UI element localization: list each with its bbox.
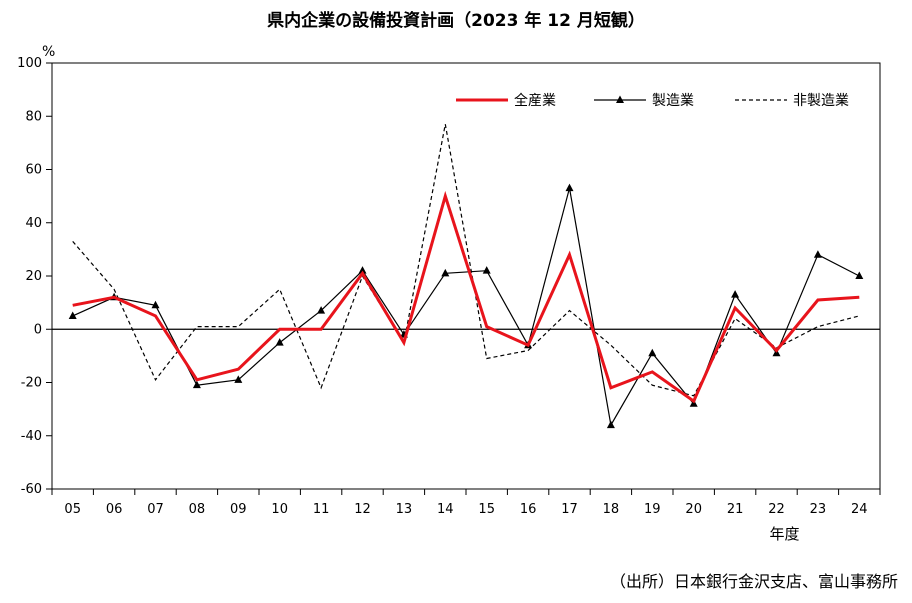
x-tick-label: 06 [106, 502, 123, 517]
data-point-製造業 [689, 399, 698, 407]
data-point-製造業 [648, 348, 657, 357]
data-point-製造業 [317, 306, 326, 314]
data-point-製造業 [68, 311, 77, 319]
x-tick-label: 14 [437, 502, 454, 517]
data-point-製造業 [358, 266, 367, 274]
x-tick-label: 08 [189, 502, 206, 517]
data-point-製造業 [275, 338, 284, 346]
data-point-製造業 [813, 250, 822, 258]
x-tick-label: 18 [603, 502, 620, 517]
y-tick-label: 40 [25, 216, 42, 231]
y-tick-label: -20 [21, 376, 42, 391]
x-tick-label: 21 [727, 502, 744, 517]
x-tick-label: 15 [478, 502, 495, 517]
y-tick-label: 80 [25, 109, 42, 124]
x-tick-label: 07 [147, 502, 164, 517]
data-point-製造業 [441, 268, 450, 277]
y-tick-label: 60 [25, 163, 42, 178]
data-point-製造業 [731, 290, 740, 298]
y-tick-label: -40 [21, 429, 42, 444]
x-tick-label: 20 [685, 502, 702, 517]
plot-frame [51, 62, 881, 490]
y-tick-label: 100 [17, 56, 42, 71]
x-tick-label: 23 [810, 502, 827, 517]
x-tick-label: 11 [313, 502, 330, 517]
x-tick-label: 16 [520, 502, 537, 517]
x-tick-label: 24 [851, 502, 868, 517]
chart-title: 県内企業の設備投資計画（2023 年 12 月短観） [267, 11, 645, 31]
x-tick-label: 22 [768, 502, 785, 517]
x-tick-label: 12 [354, 502, 371, 517]
data-point-製造業 [482, 266, 491, 274]
data-point-製造業 [855, 271, 864, 279]
legend-label-全産業: 全産業 [514, 92, 556, 109]
data-point-製造業 [192, 380, 201, 389]
x-tick-label: 19 [644, 502, 661, 517]
series-line-製造業 [72, 187, 860, 427]
y-axis-unit: % [42, 44, 55, 60]
legend-label-非製造業: 非製造業 [793, 93, 849, 109]
legend-marker-製造業 [616, 95, 624, 103]
x-tick-label: 17 [561, 502, 578, 517]
source-note: （出所）日本銀行金沢支店、富山事務所 [609, 572, 898, 591]
y-tick-label: 20 [25, 269, 42, 284]
x-tick-label: 10 [271, 502, 288, 517]
series-line-非製造業 [72, 124, 860, 397]
series-line-全産業 [72, 190, 860, 404]
x-tick-label: 13 [396, 502, 413, 517]
data-point-製造業 [234, 375, 243, 383]
data-point-製造業 [606, 420, 615, 429]
x-axis-label: 年度 [769, 525, 799, 543]
y-tick-label: 0 [34, 322, 42, 337]
y-tick-label: -60 [21, 482, 42, 497]
x-tick-label: 09 [230, 502, 247, 517]
legend-label-製造業: 製造業 [652, 93, 694, 109]
data-point-製造業 [151, 300, 160, 309]
data-point-製造業 [565, 183, 574, 192]
x-tick-label: 05 [64, 502, 81, 517]
